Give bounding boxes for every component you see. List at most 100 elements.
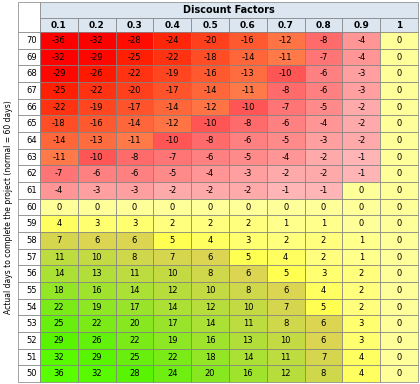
Bar [116,199,153,215]
Bar [78,282,116,299]
Text: -11: -11 [52,152,66,162]
Text: 0: 0 [245,202,250,212]
Bar [380,65,418,82]
Text: 0: 0 [396,269,402,278]
Bar [229,149,267,166]
Bar [304,166,342,182]
Text: 0.1: 0.1 [51,20,67,30]
Bar [304,199,342,215]
Bar [380,349,418,365]
Text: 0: 0 [396,286,402,295]
Text: -29: -29 [52,69,66,78]
Bar [153,18,191,32]
Text: -7: -7 [319,53,328,61]
Text: -11: -11 [241,86,255,95]
Text: -13: -13 [241,69,255,78]
Text: 61: 61 [26,186,37,195]
Text: -1: -1 [319,186,328,195]
Text: 64: 64 [26,136,37,145]
Text: 14: 14 [205,319,215,328]
Text: 6: 6 [132,236,137,245]
Bar [380,315,418,332]
Bar [153,132,191,149]
Bar [229,65,267,82]
Text: 8: 8 [283,319,289,328]
Bar [153,299,191,315]
Bar [191,49,229,65]
Text: 0: 0 [396,186,402,195]
Bar [78,65,116,82]
Text: -4: -4 [357,36,365,45]
Bar [40,49,78,65]
Text: 3: 3 [321,269,326,278]
Text: 2: 2 [245,219,250,228]
Text: 3: 3 [132,219,137,228]
Bar [191,332,229,349]
Bar [78,49,116,65]
Bar [267,332,304,349]
Text: 0: 0 [396,119,402,128]
Text: 2: 2 [321,236,326,245]
Text: 0.8: 0.8 [315,20,331,30]
Text: -7: -7 [55,169,63,178]
Text: 11: 11 [129,269,140,278]
Text: 1: 1 [359,236,364,245]
Text: 25: 25 [129,353,140,361]
Bar [78,299,116,315]
Bar [116,32,153,49]
Text: 53: 53 [26,319,37,328]
Bar [116,65,153,82]
Text: 4: 4 [207,236,213,245]
Bar [342,132,380,149]
Bar [153,232,191,249]
Text: 0: 0 [396,336,402,345]
Bar [267,65,304,82]
Text: 0: 0 [321,202,326,212]
Bar [304,215,342,232]
Text: 3: 3 [245,236,251,245]
Text: -11: -11 [279,53,292,61]
Text: 1: 1 [396,20,402,30]
Bar [267,82,304,99]
Bar [229,299,267,315]
Bar [116,18,153,32]
Text: 0: 0 [283,202,288,212]
Text: -3: -3 [357,69,365,78]
Bar [342,182,380,199]
Text: 25: 25 [54,319,64,328]
Text: 28: 28 [129,369,140,378]
Text: -1: -1 [357,152,365,162]
Bar [18,349,40,365]
Bar [18,32,40,49]
Text: -10: -10 [203,119,217,128]
Bar [18,215,40,232]
Bar [342,149,380,166]
Text: 32: 32 [92,369,102,378]
Bar [40,299,78,315]
Text: 0.4: 0.4 [164,20,180,30]
Text: 20: 20 [205,369,215,378]
Text: 4: 4 [56,219,61,228]
Bar [380,365,418,382]
Text: -29: -29 [90,53,103,61]
Text: -14: -14 [165,103,179,111]
Bar [229,365,267,382]
Bar [40,182,78,199]
Bar [342,232,380,249]
Text: 18: 18 [54,286,64,295]
Text: 0: 0 [396,202,402,212]
Bar [40,365,78,382]
Bar [229,349,267,365]
Text: -12: -12 [165,119,179,128]
Text: 0.6: 0.6 [240,20,256,30]
Text: -18: -18 [203,53,217,61]
Bar [304,232,342,249]
Bar [18,115,40,132]
Bar [40,65,78,82]
Text: -25: -25 [52,86,66,95]
Text: 6: 6 [94,236,100,245]
Text: -19: -19 [165,69,179,78]
Bar [18,149,40,166]
Bar [78,99,116,115]
Text: -2: -2 [244,186,252,195]
